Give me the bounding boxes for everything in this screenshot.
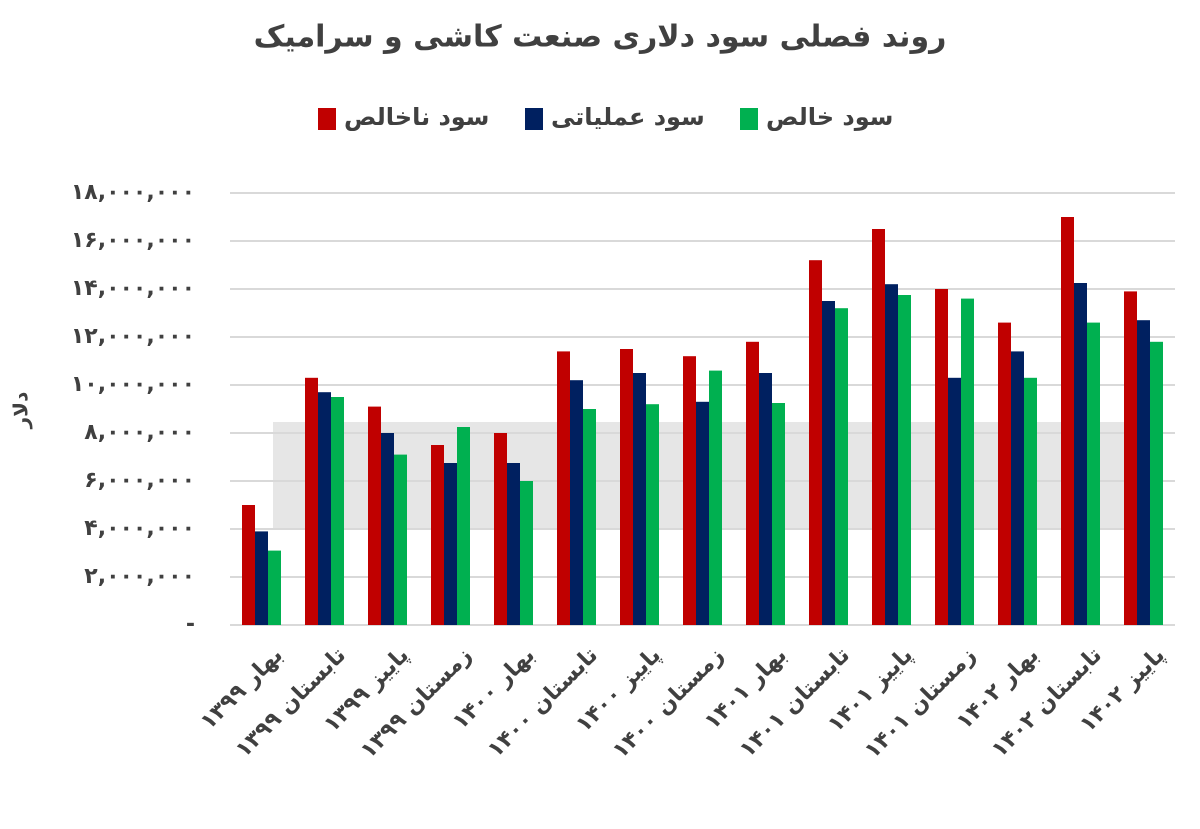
y-tick-label: ۴,۰۰۰,۰۰۰ <box>84 516 195 541</box>
bar <box>583 409 596 625</box>
bar <box>948 377 961 625</box>
bar <box>494 433 507 625</box>
y-tick-label: ۱۲,۰۰۰,۰۰۰ <box>71 324 195 349</box>
bar <box>242 505 255 625</box>
bar <box>759 373 772 625</box>
x-tick-label: تابستان ۱۴۰۱ <box>735 643 855 763</box>
bar <box>709 370 722 625</box>
bar <box>557 351 570 625</box>
bar <box>381 433 394 625</box>
y-tick-label: ۱۴,۰۰۰,۰۰۰ <box>71 276 195 301</box>
x-tick-label: زمستان ۱۴۰۱ <box>860 643 981 764</box>
bar <box>368 406 381 625</box>
y-tick-label: ۱۶,۰۰۰,۰۰۰ <box>71 228 195 253</box>
chart-title: روند فصلی سود دلاری صنعت کاشی و سرامیک <box>254 20 947 55</box>
bar <box>772 403 785 625</box>
y-tick-label: ۲,۰۰۰,۰۰۰ <box>84 564 195 589</box>
y-axis-label: دلار <box>9 392 33 430</box>
bar <box>457 427 470 625</box>
y-tick-label: ۱۰,۰۰۰,۰۰۰ <box>71 372 195 397</box>
bar <box>898 295 911 625</box>
legend-swatch <box>740 108 758 130</box>
bar <box>696 401 709 625</box>
legend-swatch <box>525 108 543 130</box>
legend-swatch <box>318 108 336 130</box>
y-tick-label: ۸,۰۰۰,۰۰۰ <box>84 420 195 445</box>
bar <box>507 463 520 625</box>
bar <box>872 229 885 625</box>
bar <box>1011 351 1024 625</box>
x-tick-label: زمستان ۱۴۰۰ <box>608 643 729 764</box>
bar <box>620 349 633 625</box>
bar <box>822 301 835 625</box>
bar <box>835 308 848 625</box>
bar <box>394 454 407 625</box>
bar <box>935 289 948 625</box>
bar <box>431 445 444 625</box>
x-tick-label: تابستان ۱۴۰۰ <box>483 643 603 763</box>
legend-label: سود ناخالص <box>344 103 489 131</box>
bar <box>1074 283 1087 625</box>
bar <box>746 341 759 625</box>
bar <box>305 377 318 625</box>
bar <box>633 373 646 625</box>
legend-label: سود عملیاتی <box>551 103 705 131</box>
bar <box>1124 291 1137 625</box>
bar <box>1150 341 1163 625</box>
bar <box>998 322 1011 625</box>
bar <box>1024 377 1037 625</box>
x-tick-label: زمستان ۱۳۹۹ <box>356 643 477 764</box>
bar <box>331 397 344 625</box>
bar <box>1087 322 1100 625</box>
bar <box>255 531 268 625</box>
bar <box>444 463 457 625</box>
bar <box>646 404 659 625</box>
bar <box>570 380 583 625</box>
bar <box>268 550 281 625</box>
bar <box>520 481 533 625</box>
bar <box>683 356 696 625</box>
bar <box>1061 217 1074 625</box>
y-tick-label: ۱۸,۰۰۰,۰۰۰ <box>71 180 195 205</box>
y-tick-label: ۶,۰۰۰,۰۰۰ <box>84 468 195 493</box>
y-tick-label: - <box>186 612 195 637</box>
bar <box>885 284 898 625</box>
bar <box>809 260 822 625</box>
x-tick-label: تابستان ۱۳۹۹ <box>231 643 351 763</box>
bar <box>961 298 974 625</box>
bar <box>318 392 331 625</box>
x-tick-label: تابستان ۱۴۰۲ <box>987 643 1107 763</box>
bar <box>1137 320 1150 625</box>
legend-label: سود خالص <box>766 103 893 131</box>
